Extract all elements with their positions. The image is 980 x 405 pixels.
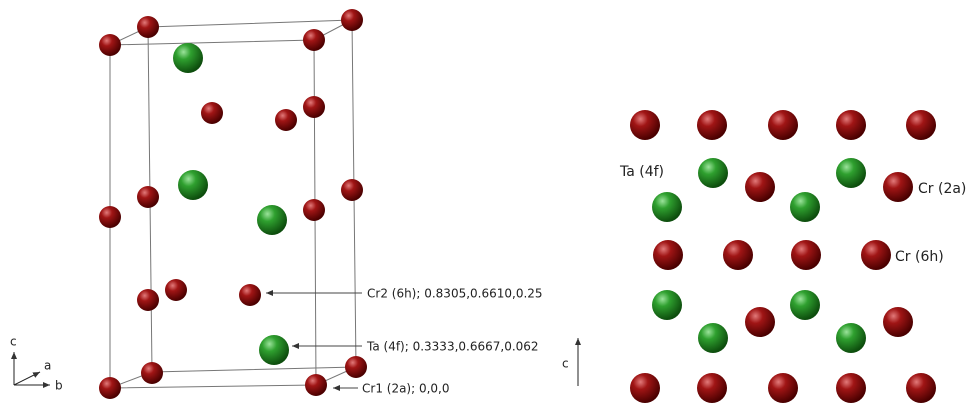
ta-atom [698,158,728,188]
cr-atom [239,284,261,306]
axis-label: c [10,335,17,349]
cr-atom [165,279,187,301]
site-label: Ta (4f) [619,164,664,180]
cr-atom [275,109,297,131]
cr-atom [141,362,163,384]
ta-atom [652,290,682,320]
cr-atom [341,9,363,31]
page: Cr2 (6h); 0.8305,0.6610,0.25 Ta (4f); 0.… [0,0,980,405]
cr-atom [723,240,753,270]
cr-atom [137,186,159,208]
site-label: Cr (2a) [918,181,966,197]
ta-atom [836,158,866,188]
cr-atom [137,16,159,38]
axis-label: b [55,379,63,393]
cr-atom [99,377,121,399]
ta-atom [173,43,203,73]
cr-atom [630,373,660,403]
cr-atom [653,240,683,270]
cr-atom [768,373,798,403]
axis-label: c [562,357,569,371]
ta-atom [698,323,728,353]
cr-atom [345,356,367,378]
cr-atom [303,96,325,118]
ta-atom [259,335,289,365]
cr-atom [305,374,327,396]
cr-atom [883,307,913,337]
cr-atom [906,373,936,403]
axis-label: a [44,359,51,373]
ta-atom [652,192,682,222]
cr-atom [745,172,775,202]
cr-atom [303,29,325,51]
ta-atom [178,170,208,200]
figure: Cr2 (6h); 0.8305,0.6610,0.25 Ta (4f); 0.… [0,0,980,405]
axis-arrow [14,372,40,385]
ta-atom [257,205,287,235]
cr-atom [745,307,775,337]
site-label: Ta (4f); 0.3333,0.6667,0.062 [366,340,539,354]
ta-atom [790,192,820,222]
cr-atom [201,102,223,124]
ta-atom [790,290,820,320]
cr-atom [303,199,325,221]
cr-atom [99,34,121,56]
cr-atom [883,172,913,202]
cr-atom [137,289,159,311]
site-label: Cr2 (6h); 0.8305,0.6610,0.25 [367,287,543,301]
cr-atom [630,110,660,140]
cr-atom [697,110,727,140]
cr-atom [99,206,121,228]
cr-atom [906,110,936,140]
cr-atom [861,240,891,270]
cr-atom [836,110,866,140]
site-label: Cr (6h) [895,249,944,265]
cr-atom [697,373,727,403]
cr-atom [791,240,821,270]
site-label: Cr1 (2a); 0,0,0 [362,382,450,396]
cr-atom [341,179,363,201]
cr-atom [768,110,798,140]
ta-atom [836,323,866,353]
cr-atom [836,373,866,403]
